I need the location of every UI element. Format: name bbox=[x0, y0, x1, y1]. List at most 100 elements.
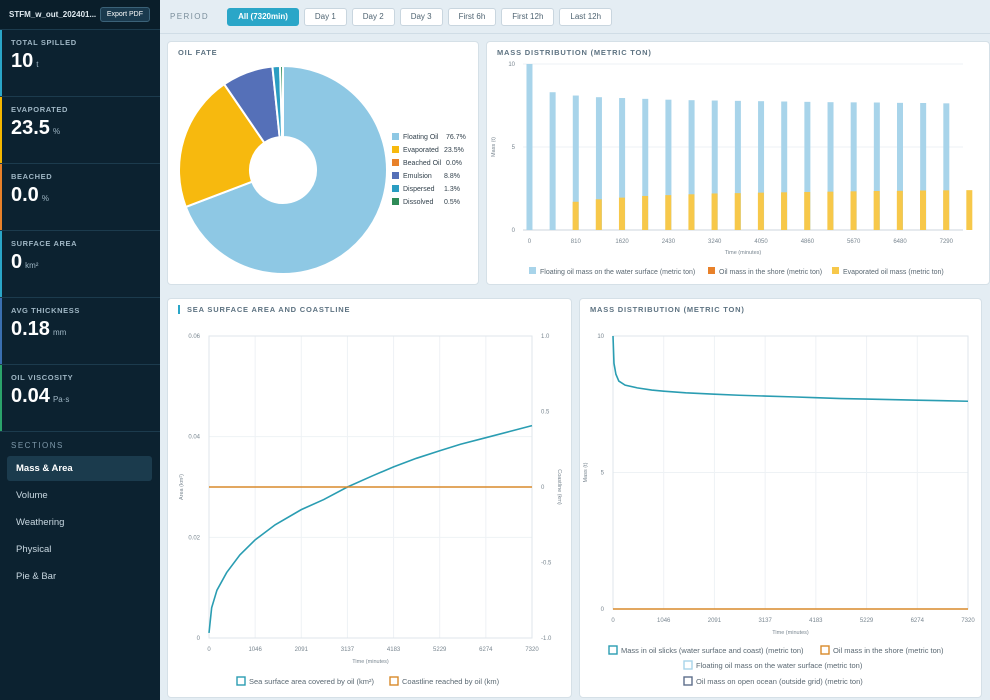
bar bbox=[827, 102, 834, 230]
bar bbox=[665, 99, 672, 230]
metric-unit: % bbox=[41, 194, 49, 203]
metric-value-row: 23.5% bbox=[11, 117, 160, 140]
legend-swatch bbox=[392, 146, 399, 153]
x-axis-label: Time (minutes) bbox=[772, 630, 809, 636]
x-tick-label: 2091 bbox=[708, 618, 722, 624]
legend-swatch bbox=[392, 133, 399, 140]
x-tick-label: 4860 bbox=[801, 239, 815, 245]
period-button[interactable]: Day 1 bbox=[303, 7, 347, 26]
sections-nav: Mass & Area Volume Weathering Physical Pie &… bbox=[0, 456, 160, 589]
x-tick-label: 4050 bbox=[754, 239, 768, 245]
bar bbox=[526, 64, 533, 230]
legend-swatch bbox=[392, 159, 399, 166]
bar bbox=[757, 192, 764, 230]
metric-label: OIL VISCOSITY bbox=[11, 373, 74, 382]
bar bbox=[804, 191, 811, 230]
metric-card: OIL VISCOSITY 0.04 Pa·s bbox=[0, 365, 160, 432]
legend-swatch bbox=[820, 645, 830, 655]
bar bbox=[850, 191, 857, 230]
legend-swatch bbox=[683, 676, 693, 686]
mass-line-title: MASS DISTRIBUTION (METRIC TON) bbox=[590, 305, 745, 314]
bar bbox=[827, 191, 834, 230]
nav-item-physical[interactable]: Physical bbox=[16, 544, 52, 555]
x-tick-label: 1046 bbox=[248, 647, 262, 653]
y-tick-label: 0.06 bbox=[188, 334, 200, 340]
legend-label: Emulsion bbox=[403, 173, 432, 180]
metric-value: 0 bbox=[11, 251, 23, 273]
period-button[interactable]: First 6h bbox=[447, 7, 497, 26]
bar bbox=[711, 100, 718, 230]
nav-item-pie-bar[interactable]: Pie & Bar bbox=[16, 571, 57, 582]
metric-unit: Pa·s bbox=[52, 395, 70, 404]
oil-fate-pie-chart: Floating Oil 76.7% Evaporated 23.5%Beached … bbox=[178, 64, 466, 275]
y-tick-label: 0.04 bbox=[188, 435, 200, 441]
bar bbox=[873, 190, 880, 230]
x-tick-label: 7320 bbox=[961, 618, 975, 624]
y-right-tick-label: -0.5 bbox=[541, 561, 552, 567]
metric-value-row: 10 t bbox=[11, 50, 160, 73]
metric-label: AVG THICKNESS bbox=[11, 306, 80, 315]
bar bbox=[896, 190, 903, 230]
bar bbox=[943, 103, 950, 230]
legend-value: 1.3% bbox=[444, 186, 460, 193]
pie-slice-floating-oil bbox=[184, 64, 388, 275]
file-title: STFM_w_out_202401... bbox=[9, 10, 97, 19]
bar bbox=[943, 190, 950, 230]
y-axis-label: Mass (t) bbox=[491, 137, 497, 157]
bar bbox=[595, 199, 602, 230]
y-right-tick-label: 0.5 bbox=[541, 410, 550, 416]
bar bbox=[572, 201, 579, 230]
legend-value: 8.8% bbox=[444, 173, 460, 180]
period-buttons: All (7320min) Day 1 Day 2 Day 3 First 6h Firs… bbox=[227, 7, 617, 26]
y-right-tick-label: -1.0 bbox=[541, 636, 552, 642]
y-axis-label: Mass (t) bbox=[583, 462, 589, 482]
nav-item-weathering[interactable]: Weathering bbox=[16, 517, 65, 528]
bar bbox=[619, 98, 626, 230]
nav-item-mass-area[interactable]: Mass & Area bbox=[7, 456, 152, 481]
x-tick-label: 2430 bbox=[662, 239, 676, 245]
period-button[interactable]: Day 3 bbox=[399, 7, 443, 26]
metric-value: 10 bbox=[11, 50, 34, 72]
bar bbox=[549, 92, 556, 230]
metric-label: EVAPORATED bbox=[11, 105, 68, 114]
y-tick-label: 10 bbox=[508, 62, 515, 68]
x-tick-label: 7290 bbox=[940, 239, 954, 245]
metric-unit: km² bbox=[25, 261, 39, 270]
period-button[interactable]: All (7320min) bbox=[227, 7, 299, 26]
x-tick-label: 0 bbox=[207, 647, 211, 653]
x-tick-label: 3137 bbox=[341, 647, 355, 653]
metric-label: TOTAL SPILLED bbox=[11, 38, 77, 47]
oil-fate-panel: OIL FATE Floating Oil 76.7% Evaporated 23.5… bbox=[167, 41, 479, 285]
x-tick-label: 810 bbox=[571, 239, 582, 245]
legend-label: Dispersed bbox=[403, 186, 435, 193]
x-tick-label: 0 bbox=[611, 618, 615, 624]
metric-value: 0.04 bbox=[11, 385, 50, 407]
period-button[interactable]: First 12h bbox=[501, 7, 555, 26]
y-axis-label: Area (km²) bbox=[179, 474, 185, 500]
metric-label: SURFACE AREA bbox=[11, 239, 78, 248]
period-button[interactable]: Day 2 bbox=[351, 7, 395, 26]
bar bbox=[711, 193, 718, 230]
mass-bar-chart: 0 5 10 0 810 1620 2430 3240 4050 4860 5670 6480 7290… bbox=[491, 62, 973, 276]
bar bbox=[758, 101, 765, 231]
legend-label: Floating Oil bbox=[403, 134, 439, 141]
legend-swatch bbox=[389, 676, 399, 686]
x-tick-label: 1046 bbox=[657, 618, 671, 624]
metric-unit: % bbox=[52, 127, 61, 136]
period-button[interactable]: Last 12h bbox=[559, 7, 613, 26]
legend-label: Floating oil mass on the water surface (… bbox=[696, 661, 863, 670]
legend-value: 76.7% bbox=[446, 134, 466, 141]
bar bbox=[897, 102, 903, 230]
nav-item-volume[interactable]: Volume bbox=[16, 490, 48, 501]
period-bar: PERIOD All (7320min) Day 1 Day 2 Day 3 First… bbox=[160, 0, 990, 34]
bar bbox=[618, 197, 625, 230]
legend-label: Coastline reached by oil (km) bbox=[402, 677, 500, 686]
pie-slice-evaporated bbox=[178, 82, 266, 209]
legend-value: 0.0% bbox=[446, 160, 462, 167]
export-pdf-button[interactable]: Export PDF bbox=[99, 7, 150, 22]
metric-value-row: 0.0% bbox=[11, 184, 160, 207]
metric-label: BEACHED bbox=[11, 172, 53, 181]
legend-swatch bbox=[832, 267, 839, 274]
legend-swatch bbox=[608, 645, 618, 655]
metrics-list: TOTAL SPILLED 10 t EVAPORATED 23.5% BEACHED 0.… bbox=[0, 30, 160, 432]
